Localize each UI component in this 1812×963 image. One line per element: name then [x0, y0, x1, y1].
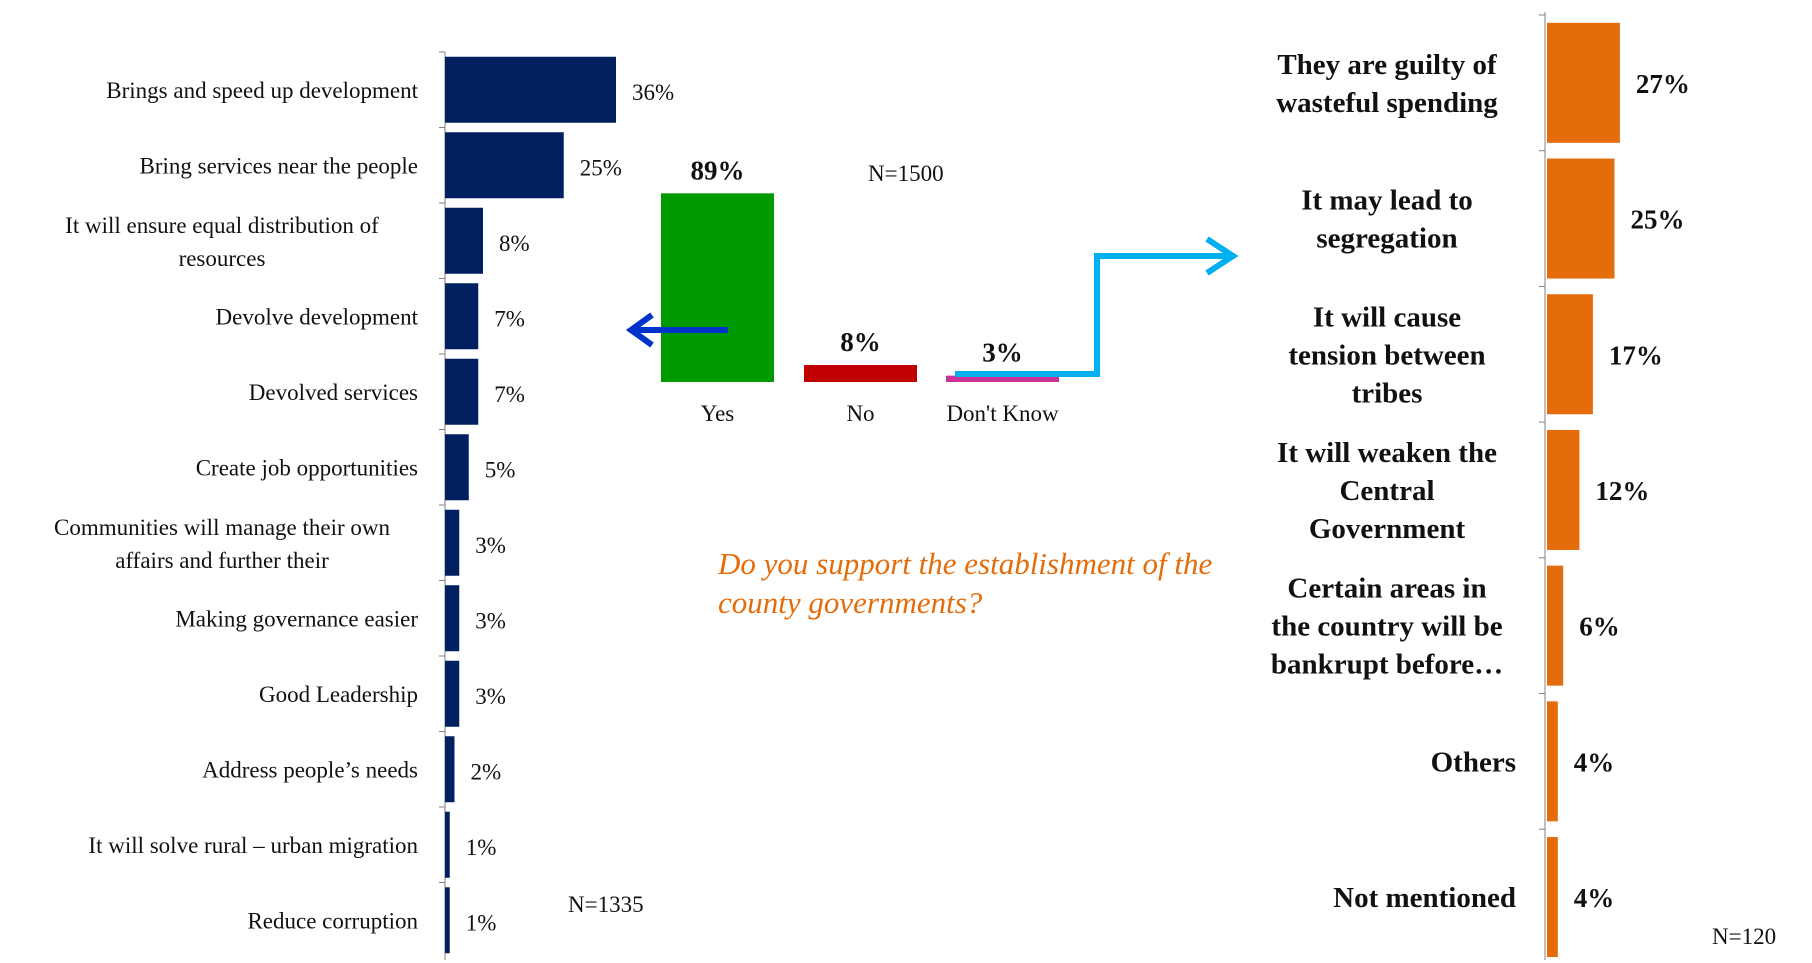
left-value-label: 25%: [580, 155, 622, 180]
middle-sample-size: N=1500: [868, 161, 944, 186]
right-category-label: Others: [1431, 746, 1516, 778]
left-arrow-head: [625, 312, 654, 348]
left-value-label: 3%: [475, 533, 506, 558]
left-category-label: Brings and speed up development: [106, 78, 418, 103]
right-category-label: wasteful spending: [1276, 87, 1498, 119]
middle-bar: [804, 365, 917, 382]
left-value-label: 8%: [499, 231, 530, 256]
right-bar: [1547, 701, 1558, 822]
right-arrow-head: [1205, 236, 1239, 276]
left-category-label: Address people’s needs: [202, 757, 418, 782]
left-value-label: 3%: [475, 684, 506, 709]
right-category-label: segregation: [1316, 223, 1457, 255]
left-category-label: resources: [179, 246, 266, 271]
right-value-label: 17%: [1609, 340, 1663, 370]
right-value-label: 27%: [1636, 69, 1690, 99]
left-bar: [445, 887, 450, 954]
middle-bar: [661, 193, 774, 382]
right-value-label: 12%: [1595, 476, 1649, 506]
left-sample-size: N=1335: [568, 892, 644, 917]
right-category-label: tribes: [1352, 377, 1423, 409]
middle-category-label: Don't Know: [946, 401, 1059, 426]
left-category-label: Reduce corruption: [247, 908, 418, 933]
left-value-label: 36%: [632, 80, 674, 105]
right-bar: [1547, 837, 1558, 958]
left-bar: [445, 358, 479, 425]
middle-value-label: 3%: [982, 338, 1023, 368]
right-value-label: 4%: [1574, 747, 1615, 777]
left-category-label: Create job opportunities: [196, 455, 418, 480]
left-bar: [445, 132, 564, 199]
left-value-label: 7%: [494, 382, 525, 407]
left-category-label: Communities will manage their own: [54, 515, 391, 540]
right-category-label: bankrupt before…: [1271, 649, 1503, 681]
middle-category-label: No: [846, 401, 874, 426]
left-value-label: 5%: [485, 457, 516, 482]
left-bar: [445, 283, 479, 350]
left-category-label: Making governance easier: [175, 606, 418, 631]
left-category-label: It will ensure equal distribution of: [65, 213, 379, 238]
left-bar: [445, 434, 469, 501]
middle-category-label: Yes: [701, 401, 735, 426]
left-bar: [445, 56, 616, 123]
middle-bar: [946, 375, 1059, 382]
right-arrow-shaft: [955, 253, 1230, 377]
left-value-label: 2%: [471, 759, 502, 784]
right-value-label: 4%: [1574, 883, 1615, 913]
survey-question: Do you support the establishment of the …: [718, 546, 1213, 620]
left-category-label: Devolved services: [249, 380, 418, 405]
right-bar: [1547, 158, 1615, 279]
right-category-label: It will weaken the: [1277, 437, 1497, 469]
right-category-label: Government: [1309, 513, 1466, 545]
left-bar: [445, 660, 460, 727]
right-bar: [1547, 565, 1564, 686]
left-category-label: It will solve rural – urban migration: [88, 833, 418, 858]
right-category-label: Certain areas in: [1287, 573, 1486, 605]
left-value-label: 7%: [494, 306, 525, 331]
left-bar: [445, 811, 450, 878]
left-category-label: Bring services near the people: [140, 153, 418, 178]
left-value-label: 3%: [475, 608, 506, 633]
right-category-label: Not mentioned: [1333, 882, 1516, 914]
right-category-label: Central: [1339, 475, 1434, 507]
right-category-label: the country will be: [1271, 611, 1502, 643]
left-value-label: 1%: [466, 835, 497, 860]
right-category-label: It will cause: [1313, 301, 1461, 333]
right-sample-size: N=120: [1712, 924, 1776, 949]
middle-value-label: 8%: [840, 327, 881, 357]
left-bar: [445, 585, 460, 652]
right-bar: [1547, 22, 1620, 143]
left-bar: [445, 509, 460, 576]
right-bar: [1547, 294, 1593, 415]
right-bar: [1547, 429, 1580, 550]
left-value-label: 1%: [466, 910, 497, 935]
left-category-label: Good Leadership: [259, 682, 418, 707]
left-bar: [445, 736, 455, 803]
right-value-label: 25%: [1631, 205, 1685, 235]
right-category-label: tension between: [1288, 339, 1485, 371]
left-category-label: affairs and further their: [115, 548, 329, 573]
left-bar: [445, 207, 483, 274]
right-category-label: It may lead to: [1301, 185, 1473, 217]
left-category-label: Devolve development: [216, 304, 419, 329]
right-category-label: They are guilty of: [1277, 49, 1497, 81]
middle-value-label: 89%: [691, 155, 745, 185]
right-value-label: 6%: [1579, 612, 1620, 642]
